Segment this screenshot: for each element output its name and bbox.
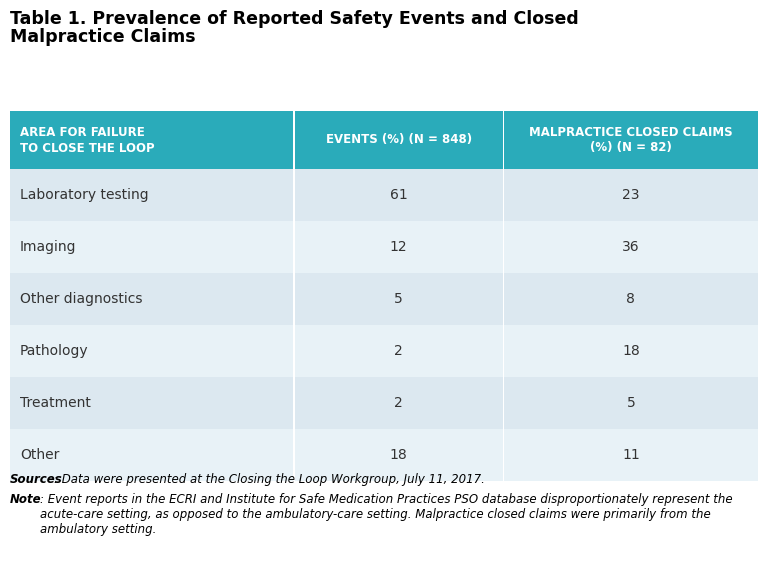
- Text: Sources: Sources: [10, 473, 63, 486]
- Text: 18: 18: [390, 448, 408, 462]
- Text: Malpractice Claims: Malpractice Claims: [10, 28, 195, 46]
- Bar: [10, 221, 293, 273]
- Bar: [295, 169, 503, 221]
- Text: 12: 12: [390, 240, 408, 254]
- Bar: [295, 221, 503, 273]
- Text: 2: 2: [394, 344, 403, 358]
- Bar: [10, 377, 293, 429]
- Text: Laboratory testing: Laboratory testing: [20, 188, 148, 202]
- Bar: [10, 273, 293, 325]
- Bar: [295, 111, 503, 169]
- Text: EVENTS (%) (N = 848): EVENTS (%) (N = 848): [325, 134, 472, 147]
- Bar: [504, 221, 757, 273]
- Bar: [504, 169, 757, 221]
- Bar: [504, 273, 757, 325]
- Bar: [504, 325, 757, 377]
- Text: AREA FOR FAILURE
TO CLOSE THE LOOP: AREA FOR FAILURE TO CLOSE THE LOOP: [20, 125, 155, 155]
- Text: 36: 36: [622, 240, 640, 254]
- Text: : Data were presented at the Closing the Loop Workgroup, July 11, 2017.: : Data were presented at the Closing the…: [54, 473, 485, 486]
- Text: Table 1. Prevalence of Reported Safety Events and Closed: Table 1. Prevalence of Reported Safety E…: [10, 10, 579, 28]
- Text: Treatment: Treatment: [20, 396, 91, 410]
- Bar: [10, 111, 293, 169]
- Text: 5: 5: [394, 292, 403, 306]
- Text: Pathology: Pathology: [20, 344, 88, 358]
- Bar: [504, 429, 757, 481]
- Bar: [10, 325, 293, 377]
- Bar: [504, 111, 757, 169]
- Text: MALPRACTICE CLOSED CLAIMS
(%) (N = 82): MALPRACTICE CLOSED CLAIMS (%) (N = 82): [529, 125, 733, 155]
- Text: 23: 23: [622, 188, 640, 202]
- Text: 5: 5: [627, 396, 635, 410]
- Bar: [504, 377, 757, 429]
- Bar: [295, 325, 503, 377]
- Text: Other: Other: [20, 448, 59, 462]
- Bar: [295, 273, 503, 325]
- Text: 8: 8: [627, 292, 635, 306]
- Bar: [10, 429, 293, 481]
- Text: 11: 11: [622, 448, 640, 462]
- Text: : Event reports in the ECRI and Institute for Safe Medication Practices PSO data: : Event reports in the ECRI and Institut…: [40, 493, 733, 536]
- Text: 61: 61: [390, 188, 408, 202]
- Text: 18: 18: [622, 344, 640, 358]
- Bar: [295, 377, 503, 429]
- Text: 2: 2: [394, 396, 403, 410]
- Bar: [295, 429, 503, 481]
- Text: Imaging: Imaging: [20, 240, 76, 254]
- Text: Note: Note: [10, 493, 42, 506]
- Bar: [10, 169, 293, 221]
- Text: Other diagnostics: Other diagnostics: [20, 292, 142, 306]
